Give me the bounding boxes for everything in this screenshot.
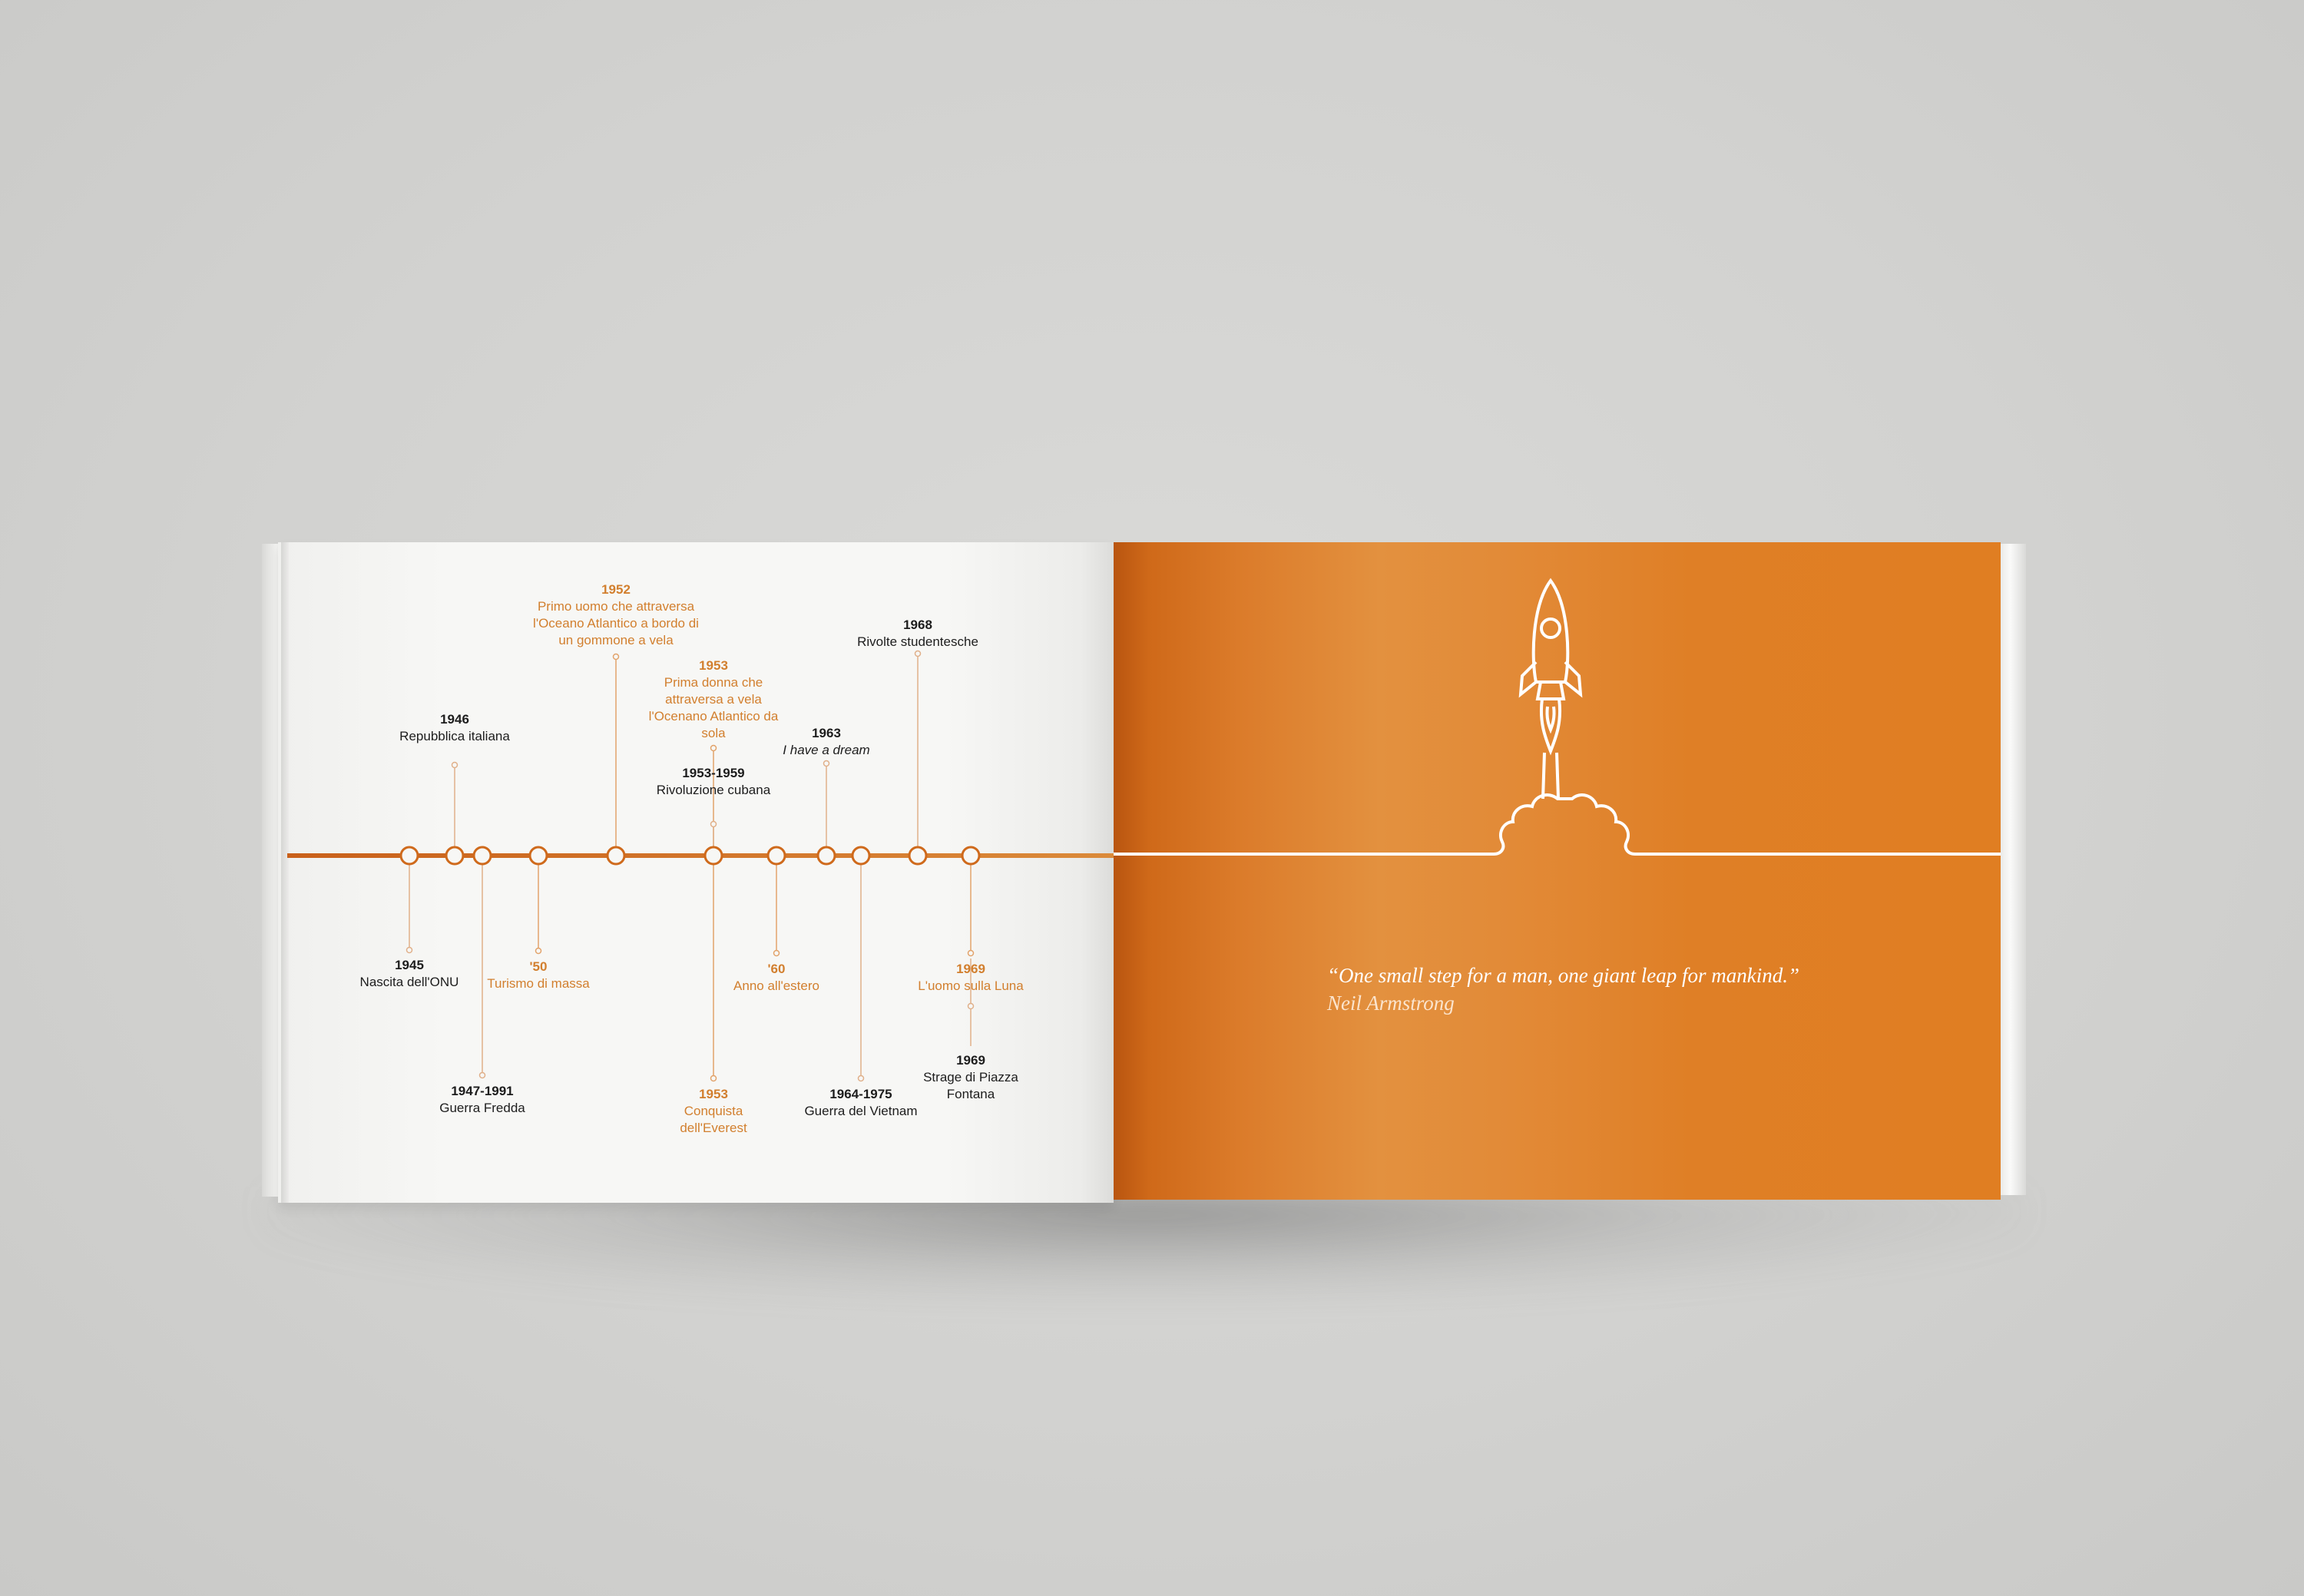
timeline-event-e1946: 1946 Repubblica italiana bbox=[397, 711, 512, 745]
event-label: Anno all'estero bbox=[733, 978, 819, 993]
event-year: 1963 bbox=[812, 726, 841, 740]
timeline-event-dot bbox=[914, 650, 922, 657]
timeline-event-dot bbox=[823, 760, 830, 767]
event-year: 1964-1975 bbox=[829, 1087, 892, 1101]
event-label: Guerra Fredda bbox=[439, 1101, 525, 1115]
event-label: Prima donna che attraversa a vela l'Ocen… bbox=[648, 675, 779, 740]
timeline-node bbox=[528, 846, 548, 866]
timeline-event-e1969f: 1969 Strage di Piazza Fontana bbox=[917, 1052, 1025, 1103]
timeline-node bbox=[816, 846, 836, 866]
quote-author: Neil Armstrong bbox=[1327, 992, 1455, 1015]
timeline-event-dot bbox=[451, 761, 458, 769]
event-label: Conquista dell'Everest bbox=[680, 1104, 747, 1135]
book-shadow bbox=[261, 1187, 2028, 1302]
event-label: L'uomo sulla Luna bbox=[918, 978, 1024, 993]
event-year: 1946 bbox=[440, 712, 469, 727]
event-label: Turismo di massa bbox=[487, 976, 590, 991]
timeline-node bbox=[961, 846, 981, 866]
timeline-event-dot bbox=[857, 1074, 865, 1082]
event-label: Repubblica italiana bbox=[399, 729, 510, 743]
timeline-event-dot bbox=[710, 820, 717, 828]
timeline-event-e50: '50 Turismo di massa bbox=[439, 959, 638, 992]
timeline-event-e60: '60 Anno all'estero bbox=[677, 961, 876, 995]
timeline-event-e1969m: 1969 L'uomo sulla Luna bbox=[913, 961, 1028, 995]
event-year: 1945 bbox=[395, 958, 424, 972]
event-year: '50 bbox=[529, 959, 548, 974]
event-label: Nascita dell'ONU bbox=[359, 975, 459, 989]
timeline-event-e1953e: 1953 Conquista dell'Everest bbox=[671, 1086, 756, 1137]
event-year: 1953 bbox=[699, 1087, 728, 1101]
event-year: 1952 bbox=[601, 582, 631, 597]
rocket-icon bbox=[1518, 578, 1583, 800]
timeline-event-dot bbox=[967, 1002, 975, 1010]
event-year: 1953 bbox=[699, 658, 728, 673]
left-page-outer-edge bbox=[281, 542, 289, 1203]
event-label: Guerra del Vietnam bbox=[804, 1104, 918, 1118]
timeline-node bbox=[908, 846, 928, 866]
timeline-event-e1947: 1947-1991 Guerra Fredda bbox=[421, 1083, 544, 1117]
event-year: 1969 bbox=[956, 962, 985, 976]
rocket-launch-icon bbox=[1114, 793, 2001, 856]
timeline-event-dot bbox=[478, 1071, 486, 1079]
timeline-node bbox=[399, 846, 419, 866]
timeline-event-e1953w: 1953 Prima donna che attraversa a vela l'… bbox=[641, 657, 786, 742]
timeline-line bbox=[287, 853, 1114, 858]
right-page bbox=[1114, 542, 2001, 1200]
event-label: Rivolte studentesche bbox=[857, 634, 978, 649]
event-year: '60 bbox=[767, 962, 786, 976]
timeline-event-dot bbox=[773, 949, 780, 957]
event-label: Rivoluzione cubana bbox=[656, 783, 771, 797]
timeline-node bbox=[703, 846, 723, 866]
event-year: 1953-1959 bbox=[682, 766, 745, 780]
left-page bbox=[278, 542, 1114, 1203]
event-label: Primo uomo che attraversa l'Oceano Atlan… bbox=[533, 599, 699, 647]
timeline-event-e1952: 1952 Primo uomo che attraversa l'Oceano A… bbox=[531, 581, 700, 649]
quote-text: “One small step for a man, one giant lea… bbox=[1327, 964, 1799, 987]
timeline-node bbox=[851, 846, 871, 866]
timeline-nodes bbox=[399, 846, 981, 866]
timeline-event-e1968: 1968 Rivolte studentesche bbox=[818, 617, 1018, 651]
timeline-event-dot bbox=[406, 946, 413, 954]
event-year: 1969 bbox=[956, 1053, 985, 1068]
timeline-event-dot bbox=[967, 949, 975, 957]
event-year: 1947-1991 bbox=[451, 1084, 514, 1098]
quote-block: “One small step for a man, one giant lea… bbox=[1327, 962, 1865, 1017]
timeline-event-dot bbox=[535, 947, 542, 955]
timeline-connectors bbox=[406, 650, 975, 1082]
event-label: Strage di Piazza Fontana bbox=[923, 1070, 1018, 1101]
timeline-node bbox=[472, 846, 492, 866]
timeline-node bbox=[766, 846, 786, 866]
timeline-event-e1945: 1945 Nascita dell'ONU bbox=[348, 957, 471, 991]
timeline-event-e1964: 1964-1975 Guerra del Vietnam bbox=[788, 1086, 934, 1120]
timeline-event-e1953c: 1953-1959 Rivoluzione cubana bbox=[656, 765, 771, 799]
event-label: I have a dream bbox=[783, 743, 870, 757]
timeline-node bbox=[606, 846, 626, 866]
timeline-event-dot bbox=[710, 1074, 717, 1082]
timeline-event-dot bbox=[612, 653, 620, 661]
timeline-event-e1963: 1963 I have a dream bbox=[727, 725, 926, 759]
timeline-node bbox=[445, 846, 465, 866]
timeline-event-dot bbox=[710, 744, 717, 752]
right-page-stack-edge bbox=[2000, 544, 2026, 1195]
event-year: 1968 bbox=[903, 618, 932, 632]
